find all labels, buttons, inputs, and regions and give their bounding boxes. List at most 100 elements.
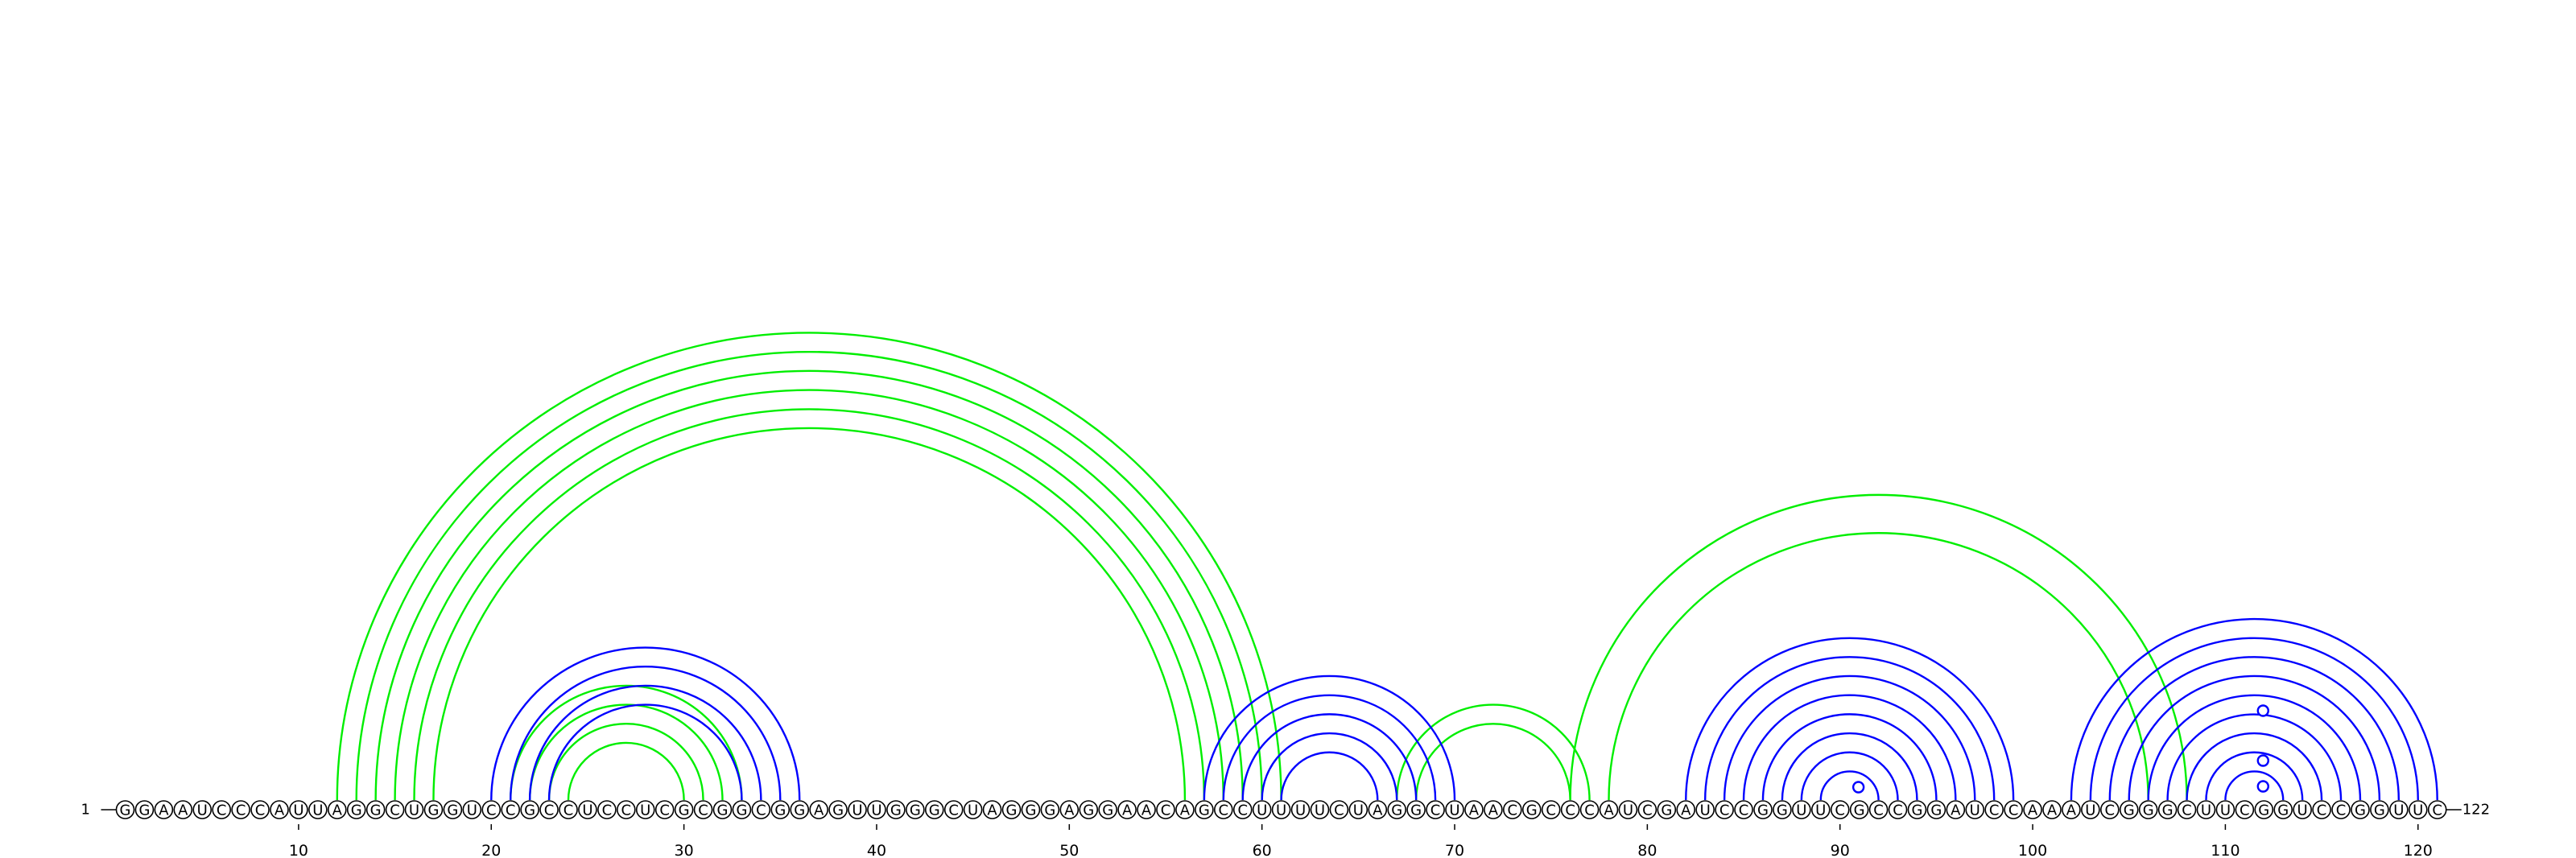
base-11: U (308, 800, 328, 819)
green-arc-17-56 (432, 427, 1187, 801)
base-6: C (212, 800, 231, 819)
base-circle (1579, 800, 1600, 819)
blue-arc-83-98 (1703, 656, 1996, 801)
base-letter: G (1757, 802, 1769, 819)
base-letter: U (1815, 802, 1826, 819)
base-116: C (2331, 800, 2351, 819)
base-letter: A (1180, 802, 1191, 819)
blue-arc-103-120 (2089, 637, 2419, 801)
base-28: U (635, 800, 655, 819)
base-62: U (1290, 800, 1311, 819)
base-letter: A (2047, 802, 2058, 819)
base-109: U (2196, 800, 2216, 819)
base-46: A (982, 800, 1002, 819)
base-80: C (1637, 800, 1657, 819)
base-letter: C (1893, 802, 1903, 819)
base-letter: G (1083, 802, 1094, 819)
base-circle (1175, 800, 1195, 819)
green-arc-14-59 (374, 369, 1244, 801)
base-24: C (559, 800, 578, 819)
base-99: C (2004, 800, 2023, 819)
base-letter: U (640, 802, 650, 819)
green-arc-16-57 (413, 408, 1206, 801)
base-circle (1984, 800, 2004, 819)
pair-marker-112 (2256, 704, 2269, 717)
base-26: C (597, 800, 617, 819)
base-53: A (1117, 800, 1137, 819)
base-circle (423, 800, 444, 819)
base-68: G (1406, 800, 1426, 819)
base-65: U (1348, 800, 1368, 819)
base-circle (1965, 800, 1985, 819)
base-circle (1290, 800, 1311, 819)
base-34: C (751, 800, 771, 819)
green-arc-24-30 (567, 741, 685, 801)
base-circle (982, 800, 1002, 819)
base-circle (346, 800, 366, 819)
base-circle (1156, 800, 1175, 819)
base-circle (1521, 800, 1542, 819)
base-circle (617, 800, 636, 819)
base-107: G (2157, 800, 2178, 819)
base-circle (1001, 800, 1022, 819)
base-circle (2004, 800, 2023, 819)
base-89: U (1810, 800, 1831, 819)
base-letter: G (370, 802, 382, 819)
base-circle (250, 800, 270, 819)
base-letter: G (929, 802, 940, 819)
base-letter: U (582, 802, 592, 819)
base-letter: A (275, 802, 285, 819)
base-57: G (1195, 800, 1214, 819)
base-111: C (2235, 800, 2255, 819)
base-8: C (250, 800, 270, 819)
base-circle (2370, 800, 2389, 819)
base-101: A (2042, 800, 2062, 819)
base-letter: G (1777, 802, 1788, 819)
base-circle (1695, 800, 1715, 819)
base-88: U (1792, 800, 1811, 819)
base-60: U (1252, 800, 1272, 819)
base-letter: C (1584, 802, 1595, 819)
blue-arc-105-118 (2128, 674, 2381, 801)
base-circle (1734, 800, 1753, 819)
green-arc-67-77 (1396, 703, 1591, 801)
base-52: G (1098, 800, 1117, 819)
base-79: U (1618, 800, 1638, 819)
base-circle (2331, 800, 2351, 819)
base-circle (809, 800, 828, 819)
base-circle (597, 800, 617, 819)
base-118: G (2370, 800, 2389, 819)
blue-arc-87-94 (1781, 732, 1918, 801)
base-circle (1715, 800, 1734, 819)
base-50: A (1059, 800, 1080, 819)
base-letter: U (293, 802, 303, 819)
base-91: G (1849, 800, 1869, 819)
base-circle (1426, 800, 1445, 819)
base-74: G (1521, 800, 1542, 819)
base-letter: C (1835, 802, 1845, 819)
base-letter: C (1546, 802, 1556, 819)
base-circle (2157, 800, 2178, 819)
base-circle (2312, 800, 2331, 819)
base-40: U (867, 800, 886, 819)
base-letter: G (910, 802, 921, 819)
base-circle (289, 800, 308, 819)
base-circle (2177, 800, 2197, 819)
base-letter: U (2201, 802, 2211, 819)
base-90: C (1830, 800, 1850, 819)
base-75: C (1541, 800, 1561, 819)
tick-label-30: 30 (675, 842, 694, 858)
base-circle (790, 800, 810, 819)
base-circle (192, 800, 213, 819)
base-letter: U (1449, 802, 1459, 819)
base-25: U (578, 800, 597, 819)
base-letter: C (1430, 802, 1441, 819)
base-circle (1484, 800, 1503, 819)
base-49: G (1040, 800, 1060, 819)
base-circle (751, 800, 771, 819)
base-circle (404, 800, 424, 819)
base-circle (1098, 800, 1117, 819)
base-letter: G (351, 802, 362, 819)
green-arc-22-32 (528, 703, 724, 801)
